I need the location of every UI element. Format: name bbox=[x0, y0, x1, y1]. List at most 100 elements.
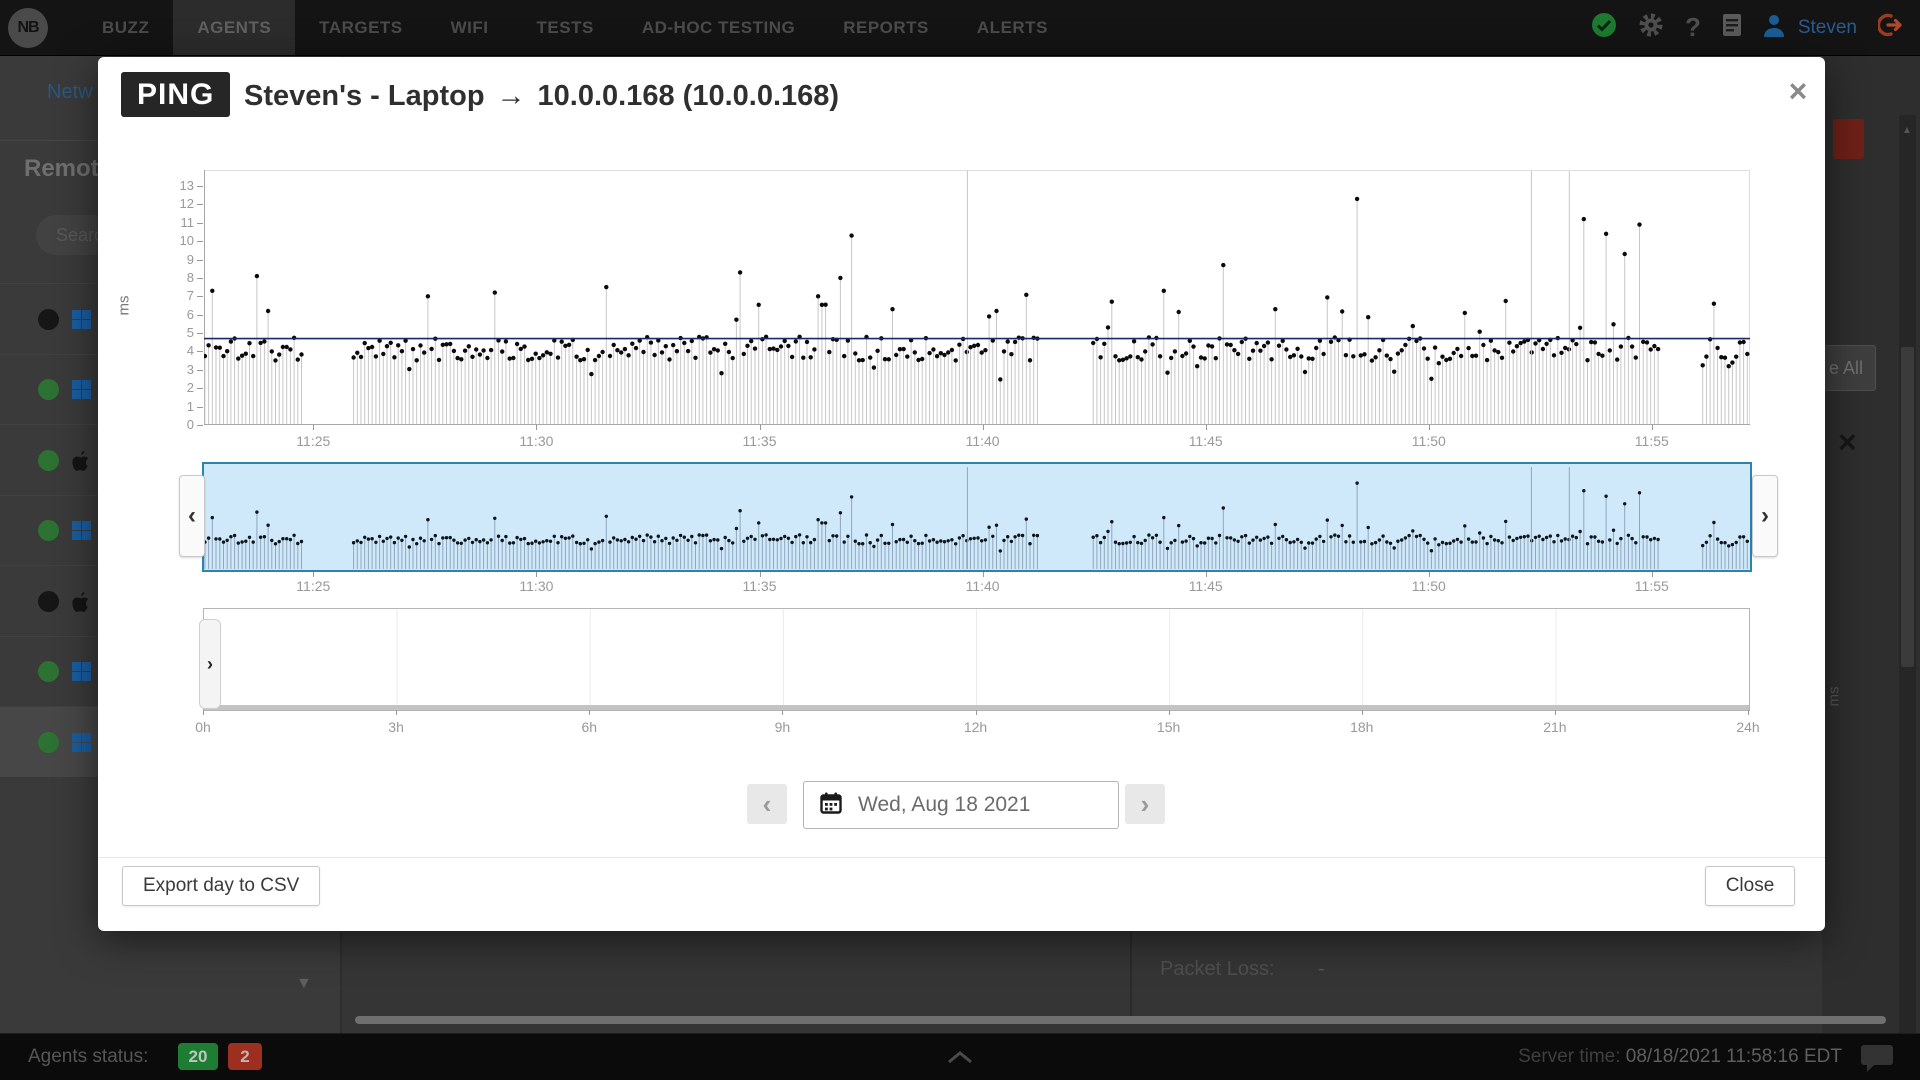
x-tick bbox=[313, 425, 315, 430]
logout-icon[interactable] bbox=[1876, 13, 1904, 42]
netbeez-logo[interactable]: NB bbox=[8, 7, 48, 48]
overview-selection-chart[interactable] bbox=[202, 462, 1752, 572]
timeline-tick bbox=[975, 710, 977, 715]
modal-close-icon[interactable]: × bbox=[1788, 73, 1808, 109]
packet-loss-value: - bbox=[1318, 958, 1325, 980]
timeline-tick-label: 21h bbox=[1543, 719, 1567, 735]
timeline-tick bbox=[1361, 710, 1363, 715]
timeline-drag-handle[interactable]: › bbox=[199, 619, 221, 709]
test-type-badge: PING bbox=[121, 72, 231, 117]
sidebar-tab-network[interactable]: Netw bbox=[47, 81, 93, 103]
x-tick-label: 11:25 bbox=[296, 433, 331, 449]
y-tick-label: 6 bbox=[186, 306, 194, 322]
x-tick bbox=[536, 425, 538, 430]
x-tick bbox=[1428, 425, 1430, 430]
x-tick-label: 11:40 bbox=[965, 578, 1000, 594]
nav-item-ad-hoc-testing[interactable]: AD-HOC TESTING bbox=[641, 18, 796, 37]
background-close-icon[interactable]: × bbox=[1838, 424, 1857, 460]
date-picker[interactable]: Wed, Aug 18 2021 bbox=[803, 781, 1119, 829]
y-tick-label: 0 bbox=[186, 417, 194, 432]
x-tick bbox=[759, 572, 761, 577]
background-alert-badge bbox=[1833, 119, 1864, 159]
statusbar-expand-icon[interactable] bbox=[947, 1051, 973, 1069]
status-check-icon[interactable] bbox=[1591, 12, 1617, 43]
agents-down-badge: 2 bbox=[228, 1043, 262, 1070]
timeline-svg bbox=[204, 609, 1749, 710]
sidebar-scroll-caret-icon[interactable]: ▼ bbox=[296, 975, 312, 992]
pan-right-button[interactable]: › bbox=[1752, 475, 1778, 557]
settings-gear-icon[interactable] bbox=[1638, 12, 1664, 43]
nav-item-agents[interactable]: AGENTS bbox=[173, 0, 296, 55]
y-tick bbox=[197, 388, 203, 390]
server-time-label: Server time: bbox=[1518, 1046, 1621, 1067]
y-tick bbox=[197, 314, 203, 316]
nav-item-tests[interactable]: TESTS bbox=[536, 18, 594, 37]
changelog-icon[interactable] bbox=[1722, 13, 1742, 42]
x-tick bbox=[1651, 572, 1653, 577]
y-tick-label: 5 bbox=[186, 325, 194, 341]
user-icon[interactable] bbox=[1763, 13, 1785, 42]
x-tick-label: 11:50 bbox=[1411, 433, 1446, 449]
windows-os-icon bbox=[72, 309, 91, 329]
agent-status-up-dot bbox=[38, 731, 59, 753]
nav-item-wifi[interactable]: WIFI bbox=[450, 18, 489, 37]
title-source-agent: Steven's - Laptop bbox=[244, 79, 485, 112]
next-day-button[interactable]: › bbox=[1125, 784, 1165, 824]
ping-latency-chart bbox=[204, 170, 1750, 425]
agent-status-up-dot bbox=[38, 379, 59, 400]
footer-divider bbox=[98, 857, 1825, 858]
arrow-right-icon: → bbox=[496, 79, 526, 112]
title-target: 10.0.0.168 (10.0.0.168) bbox=[537, 79, 840, 112]
export-csv-button[interactable]: Export day to CSV bbox=[122, 866, 321, 906]
nav-item-reports[interactable]: REPORTS bbox=[843, 18, 929, 37]
scrollbar-thumb[interactable] bbox=[1901, 347, 1914, 667]
horizontal-scrollbar[interactable] bbox=[355, 1016, 1886, 1024]
timeline-tick-label: 15h bbox=[1156, 719, 1181, 735]
y-tick bbox=[197, 222, 203, 224]
modal-title: Steven's - Laptop → 10.0.0.168 (10.0.0.1… bbox=[244, 75, 839, 117]
y-tick bbox=[197, 425, 203, 426]
timeline-tick bbox=[589, 710, 591, 715]
timeline-tick bbox=[1554, 710, 1556, 715]
x-tick-label: 11:30 bbox=[519, 578, 554, 594]
help-icon[interactable]: ? bbox=[1684, 12, 1701, 42]
nav-item-targets[interactable]: TARGETS bbox=[319, 18, 403, 37]
x-tick-label: 11:50 bbox=[1411, 578, 1446, 594]
x-tick bbox=[1651, 425, 1653, 430]
y-tick-label: 7 bbox=[186, 288, 194, 304]
y-tick bbox=[197, 351, 203, 353]
x-tick bbox=[982, 572, 984, 577]
windows-os-icon bbox=[72, 380, 91, 399]
agent-status-up-dot bbox=[38, 520, 59, 541]
timeline-tick-label: 18h bbox=[1350, 719, 1374, 735]
server-time: Server time: 08/18/2021 11:58:16 EDT bbox=[1518, 1046, 1842, 1068]
y-tick-label: 2 bbox=[186, 380, 194, 396]
scrollbar-up-icon[interactable]: ▲ bbox=[1902, 125, 1912, 136]
y-tick bbox=[197, 333, 203, 335]
x-tick-label: 11:35 bbox=[742, 433, 777, 449]
chat-bubble-icon[interactable] bbox=[1860, 1043, 1894, 1078]
day-timeline[interactable] bbox=[203, 608, 1750, 711]
nav-menu: BUZZ AGENTS TARGETS WIFI TESTS AD-HOC TESTING… bbox=[78, 0, 1072, 55]
y-tick bbox=[197, 296, 203, 298]
username[interactable]: Steven bbox=[1797, 16, 1857, 38]
x-tick bbox=[1428, 572, 1430, 577]
background-collapse-all-button[interactable]: e All bbox=[1816, 345, 1876, 391]
background-ms-axis-label: ms bbox=[1825, 686, 1843, 707]
x-tick-label: 11:40 bbox=[965, 433, 1000, 449]
status-bar: Agents status: 20 2 Server time: 08/18/2… bbox=[0, 1033, 1920, 1080]
previous-day-button[interactable]: ‹ bbox=[747, 784, 787, 824]
agents-status-label: Agents status: bbox=[28, 1046, 149, 1067]
close-button[interactable]: Close bbox=[1705, 866, 1795, 906]
y-axis-unit-label: ms bbox=[115, 295, 133, 316]
nav-right-cluster: ? Steven bbox=[1591, 0, 1904, 55]
nav-item-alerts[interactable]: ALERTS bbox=[976, 18, 1048, 37]
pan-left-button[interactable]: ‹ bbox=[179, 475, 205, 557]
y-tick bbox=[197, 204, 203, 206]
timeline-tick bbox=[203, 710, 204, 715]
agent-status-down-dot bbox=[38, 590, 59, 612]
vertical-scrollbar[interactable]: ▲ bbox=[1899, 115, 1916, 1033]
x-tick-label: 11:30 bbox=[519, 433, 554, 449]
timeline-tick-label: 6h bbox=[581, 719, 598, 735]
nav-item-buzz[interactable]: BUZZ bbox=[102, 18, 150, 37]
